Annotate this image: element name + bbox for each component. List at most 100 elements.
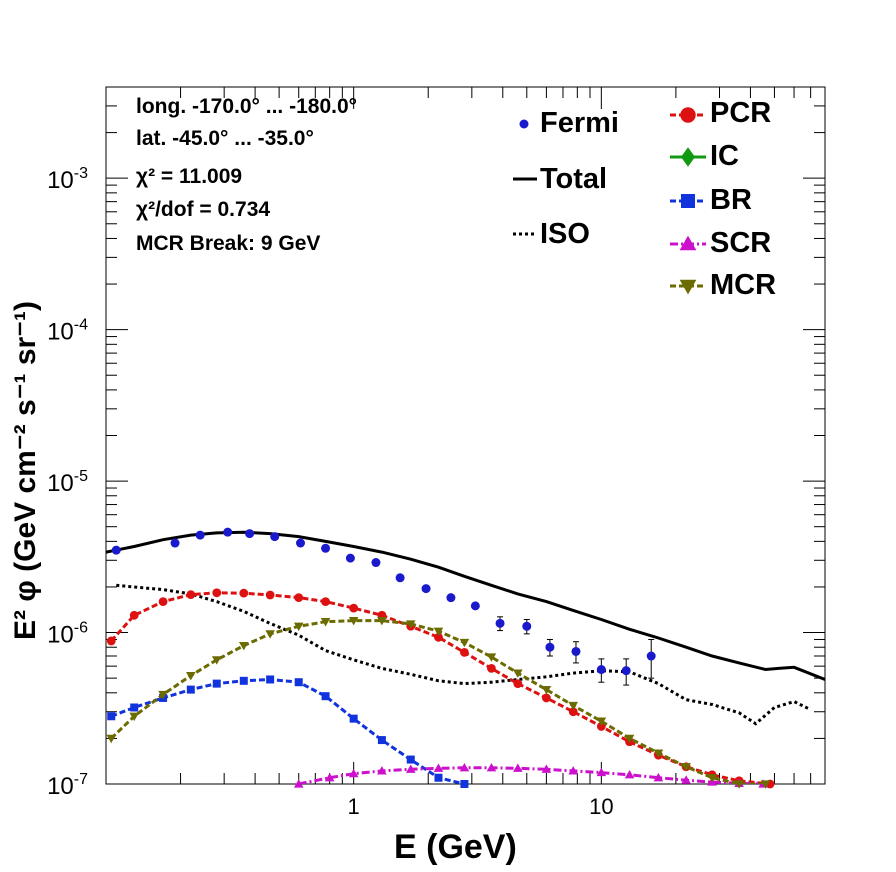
series-point-mcr [238, 641, 249, 651]
fermi-point [446, 593, 456, 603]
series-point-br [186, 685, 195, 694]
series-line-iso [116, 583, 812, 726]
series-point-pcr [541, 693, 551, 703]
y-tick-label: 10-6 [47, 620, 88, 649]
series-point-mcr [211, 656, 222, 665]
fermi-point [296, 538, 306, 548]
series-point-pcr [349, 603, 359, 613]
series-point-pcr [487, 663, 496, 673]
series-point-scr [348, 768, 359, 778]
series-point-mcr [129, 712, 140, 722]
series-point-scr [624, 770, 635, 779]
series-point-br [377, 736, 386, 745]
series-point-br [239, 676, 248, 685]
series-point-mcr [624, 734, 635, 744]
series-point-br [434, 773, 443, 782]
legend-label-br: BR [710, 184, 752, 216]
series-point-mcr [459, 638, 470, 648]
fermi-point [270, 532, 280, 542]
legend-marker-br [681, 194, 695, 208]
series-point-pcr [460, 647, 469, 657]
x-axis-label: E (GeV) [394, 828, 517, 866]
series-line-pcr [110, 591, 771, 784]
legend-label-iso: ISO [540, 218, 590, 250]
series-point-scr [324, 772, 335, 782]
y-tick-label: 10-5 [47, 468, 88, 497]
series-point-mcr [707, 774, 717, 783]
fermi-point [245, 529, 255, 539]
series-point-mcr [293, 622, 304, 632]
series-point-pcr [513, 679, 523, 689]
x-tick-label: 1 [348, 794, 360, 819]
legend-marker-mcr [679, 279, 697, 295]
series-point-br [406, 755, 415, 764]
series-point-scr [377, 766, 387, 775]
series-point-scr [681, 775, 691, 784]
series-point-br [130, 703, 139, 712]
fermi-point [111, 545, 121, 555]
series-point-pcr [212, 588, 222, 598]
series-point-br [266, 675, 275, 684]
series-point-scr [653, 772, 664, 782]
series-point-mcr [596, 717, 607, 726]
info-latitude: lat. -45.0° ... -35.0° [136, 127, 314, 150]
series-point-mcr [486, 653, 497, 662]
series-point-mcr [541, 686, 552, 695]
series-point-mcr [760, 780, 771, 789]
legend-marker-ic [681, 147, 695, 167]
info-chi2-dof: χ²/dof = 0.734 [136, 198, 271, 221]
series-point-pcr [186, 590, 196, 600]
series-point-mcr [681, 763, 691, 772]
legend-label-mcr: MCR [710, 269, 777, 301]
series-point-mcr [513, 669, 523, 678]
info-longitude: long. -170.0° ... -180.0° [136, 95, 358, 118]
series-point-pcr [568, 707, 578, 717]
fermi-point [321, 543, 331, 553]
series-point-mcr [433, 627, 444, 637]
series-point-pcr [434, 632, 443, 642]
fermi-point [223, 527, 233, 537]
fermi-point [571, 646, 581, 656]
fermi-point [545, 642, 555, 652]
series-point-pcr [158, 597, 168, 607]
fermi-point [646, 651, 656, 661]
fermi-point [170, 538, 180, 548]
info-mcr-break: MCR Break: 9 GeV [136, 232, 321, 255]
legend-symbol-fermi [519, 119, 529, 129]
fermi-point [421, 584, 431, 594]
series-point-mcr [653, 749, 664, 758]
series-point-mcr [734, 780, 744, 789]
series-point-mcr [568, 701, 579, 711]
info-chi2: χ² = 11.009 [136, 165, 243, 188]
legend-label-total: Total [540, 163, 608, 195]
series-point-mcr [348, 616, 359, 626]
series-point-scr [568, 766, 579, 775]
series-line-br [110, 677, 465, 784]
series-point-mcr [320, 618, 331, 627]
fermi-point [195, 530, 205, 540]
series-point-br [321, 692, 330, 701]
x-tick-label: 10 [589, 794, 613, 819]
fermi-point [470, 601, 480, 611]
series-point-pcr [294, 593, 304, 603]
fermi-point [345, 553, 355, 563]
series-point-scr [459, 762, 470, 772]
fermi-point [522, 621, 532, 631]
series-point-mcr [158, 690, 168, 700]
legend-marker-scr [679, 235, 697, 251]
series-point-scr [293, 779, 304, 788]
series-point-pcr [106, 636, 116, 646]
fermi-point [495, 618, 505, 628]
series-point-scr [541, 764, 552, 773]
fermi-point [371, 558, 381, 568]
series-point-pcr [265, 590, 275, 600]
series-point-scr [486, 762, 497, 772]
y-tick-label: 10-7 [47, 771, 88, 800]
legend-marker-pcr [680, 107, 696, 123]
series-point-mcr [377, 616, 387, 626]
legend-label-fermi: Fermi [540, 107, 619, 139]
series-point-mcr [405, 620, 416, 629]
series-point-scr [433, 763, 444, 772]
series-point-scr [513, 763, 523, 772]
